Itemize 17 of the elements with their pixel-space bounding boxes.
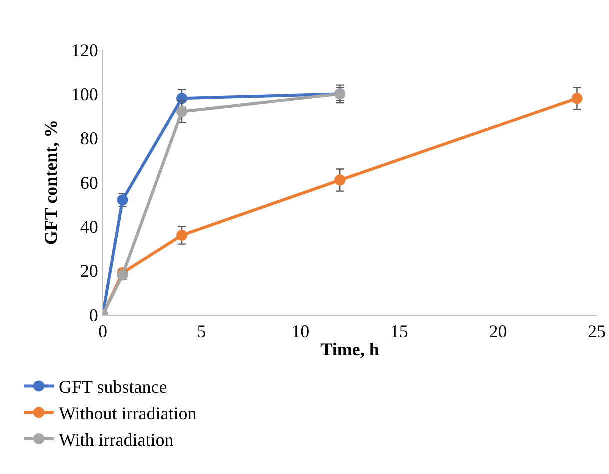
y-tick-label: 0: [89, 305, 98, 326]
x-axis-title: Time, h: [320, 340, 380, 360]
y-tick-label: 20: [80, 261, 98, 282]
x-tick-label: 5: [197, 322, 206, 342]
y-tick-label: 40: [80, 216, 98, 237]
y-tick-label: 120: [71, 40, 98, 60]
x-tick-label: 10: [292, 322, 310, 342]
y-axis-title: GFT content, %: [41, 120, 61, 246]
legend-label: Without irradiation: [59, 404, 197, 424]
legend-label: With irradiation: [59, 430, 174, 450]
x-tick-label: 15: [390, 322, 408, 342]
y-tick-label: 80: [80, 128, 98, 149]
x-tick-label: 25: [588, 322, 606, 342]
legend-label: GFT substance: [59, 377, 168, 398]
y-tick-label: 60: [80, 172, 98, 193]
x-tick-label: 20: [489, 322, 508, 342]
y-tick-label: 100: [71, 84, 98, 104]
